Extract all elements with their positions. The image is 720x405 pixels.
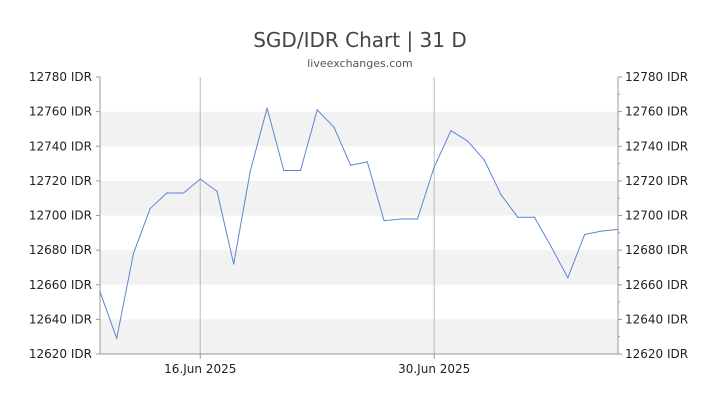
- y-tick-label-left: 12660 IDR: [29, 278, 92, 292]
- data-point: [216, 190, 218, 192]
- y-tick-label-left: 12700 IDR: [29, 209, 92, 223]
- grid-band: [100, 250, 618, 285]
- series-group: [99, 107, 619, 340]
- data-point: [383, 220, 385, 222]
- x-axis-labels: 16.Jun 2025 30.Jun 2025: [164, 362, 470, 376]
- data-point: [132, 252, 135, 255]
- data-point: [199, 178, 201, 180]
- axes: [96, 76, 622, 359]
- data-point: [99, 291, 101, 293]
- y-tick-label-left: 12620 IDR: [29, 347, 92, 361]
- y-tick-label-left: 12740 IDR: [29, 139, 92, 153]
- data-point: [350, 164, 352, 166]
- y-tick-label-right: 12740 IDR: [625, 139, 688, 153]
- data-point: [233, 263, 235, 265]
- data-point: [583, 233, 586, 236]
- data-point: [500, 194, 502, 196]
- data-point: [116, 337, 118, 340]
- data-point: [316, 109, 318, 111]
- y-tick-label-right: 12780 IDR: [625, 70, 688, 84]
- data-point: [450, 130, 452, 132]
- y-axis-right-labels: 12620 IDR 12640 IDR 12660 IDR 12680 IDR 1270…: [625, 70, 688, 361]
- background-bands: [100, 111, 618, 354]
- data-point: [400, 218, 402, 220]
- data-point: [617, 228, 619, 230]
- x-tick-label: 30.Jun 2025: [398, 362, 470, 376]
- y-tick-label-left: 12640 IDR: [29, 312, 92, 326]
- data-point: [299, 169, 302, 172]
- data-point: [366, 161, 368, 163]
- y-tick-label-right: 12700 IDR: [625, 209, 688, 223]
- data-point: [149, 207, 151, 210]
- y-tick-label-right: 12660 IDR: [625, 278, 688, 292]
- data-point: [182, 192, 185, 194]
- data-point: [416, 218, 419, 220]
- vertical-gridlines: [199, 77, 435, 354]
- data-point: [517, 216, 519, 218]
- data-point: [550, 246, 552, 248]
- grid-band: [100, 111, 618, 147]
- data-point: [283, 169, 285, 172]
- y-tick-label-left: 12780 IDR: [29, 70, 92, 84]
- data-point: [333, 126, 335, 128]
- series-line: [99, 107, 619, 339]
- y-tick-label-right: 12760 IDR: [625, 105, 688, 119]
- grid-band: [100, 319, 618, 354]
- x-tick-label: 16.Jun 2025: [164, 362, 236, 376]
- y-tick-label-left: 12720 IDR: [29, 174, 92, 188]
- data-point: [266, 107, 268, 109]
- y-tick-label-left: 12680 IDR: [29, 243, 92, 257]
- grid-band: [100, 180, 618, 216]
- y-tick-label-left: 12760 IDR: [29, 105, 92, 119]
- data-point: [433, 166, 435, 168]
- y-tick-label-right: 12620 IDR: [625, 347, 688, 361]
- y-tick-label-right: 12720 IDR: [625, 174, 688, 188]
- y-tick-label-right: 12640 IDR: [625, 312, 688, 326]
- y-axis-left-labels: 12620 IDR 12640 IDR 12660 IDR 12680 IDR 1270…: [29, 70, 92, 361]
- data-point: [533, 216, 536, 218]
- y-tick-label-right: 12680 IDR: [625, 243, 688, 257]
- chart-subtitle: liveexchanges.com: [307, 57, 412, 70]
- data-point: [467, 140, 469, 142]
- data-point: [600, 230, 602, 232]
- data-point: [166, 192, 168, 194]
- data-point: [567, 277, 569, 279]
- data-point: [249, 169, 251, 172]
- data-point: [483, 159, 485, 161]
- chart-title: SGD/IDR Chart | 31 D: [253, 28, 467, 52]
